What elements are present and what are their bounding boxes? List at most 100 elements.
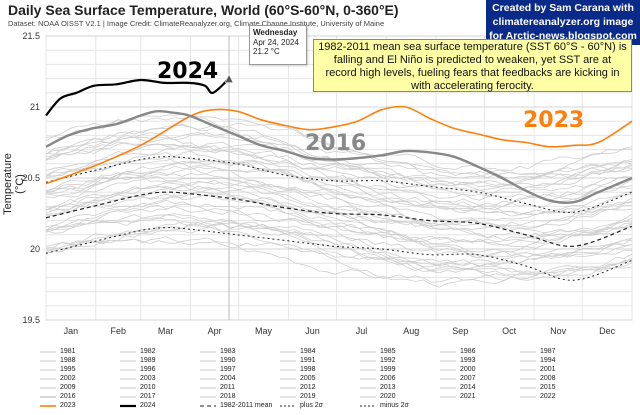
legend-swatch	[120, 351, 136, 353]
series-line-other-year	[45, 160, 633, 230]
legend-label: 2010	[140, 384, 156, 391]
legend-swatch	[440, 378, 456, 380]
legend-swatch	[360, 369, 376, 371]
series-line-2023	[45, 105, 633, 185]
annotation-note: 1982-2011 mean sea surface temperature (…	[313, 39, 632, 92]
legend-swatch	[200, 351, 216, 353]
legend-label: 1997	[220, 366, 236, 373]
series-line-other-year	[45, 237, 633, 276]
x-tick-label: Jun	[305, 326, 320, 336]
series-line-2024	[45, 77, 230, 117]
x-tick-label: Jan	[64, 326, 79, 336]
legend-swatch	[520, 387, 536, 389]
y-tick-label: 21.5	[22, 31, 40, 41]
label-2016: 2016	[305, 131, 367, 156]
legend-label: 2006	[380, 375, 396, 382]
legend-swatch	[200, 378, 216, 380]
series-line-other-year	[45, 166, 633, 226]
legend-label: 1982	[140, 348, 156, 355]
legend-label: 1981	[60, 348, 76, 355]
series-line-other-year	[45, 115, 633, 175]
legend-swatch	[120, 378, 136, 380]
legend-swatch	[40, 396, 56, 398]
tooltip-marker	[224, 74, 234, 83]
legend-swatch	[120, 396, 136, 398]
x-tick-label: Jul	[356, 326, 368, 336]
legend-label: 1988	[60, 357, 76, 364]
credit-line-1: Created by Sam Carana with	[492, 2, 634, 14]
series-line-other-year	[45, 113, 633, 179]
legend-swatch	[200, 396, 216, 398]
y-tick-label: 19.5	[22, 315, 40, 325]
legend-label: 1990	[220, 357, 236, 364]
legend-label: 2014	[460, 384, 476, 391]
legend-swatch	[520, 360, 536, 362]
legend-swatch	[200, 405, 216, 407]
legend-swatch	[360, 396, 376, 398]
series-line-other-year	[45, 132, 633, 199]
tooltip-weekday: Wednesday	[253, 28, 298, 37]
legend-swatch	[40, 369, 56, 371]
series-line-other-year	[45, 222, 633, 275]
legend-swatch	[200, 360, 216, 362]
legend-swatch	[440, 369, 456, 371]
legend-label: plus 2σ	[300, 402, 323, 409]
legend-swatch	[280, 369, 296, 371]
series-line-other-year	[45, 176, 633, 227]
legend-label: 2005	[300, 375, 316, 382]
legend-label: 1982-2011 mean	[220, 402, 273, 409]
legend-swatch	[360, 405, 376, 407]
legend-label: 2018	[220, 393, 236, 400]
legend-swatch	[280, 405, 296, 407]
legend-label: 1994	[540, 357, 556, 364]
series-line-2016	[45, 109, 633, 205]
legend-label: 2011	[220, 384, 236, 391]
series-line-other-year	[45, 122, 633, 178]
legend-swatch	[40, 387, 56, 389]
legend-label: 2009	[60, 384, 76, 391]
legend-swatch	[200, 369, 216, 371]
legend-swatch	[360, 360, 376, 362]
series-line-other-year	[45, 199, 633, 243]
legend-label: 2024	[140, 402, 156, 409]
legend-swatch	[280, 378, 296, 380]
legend-swatch	[280, 360, 296, 362]
legend-label: 2023	[60, 402, 76, 409]
legend-swatch	[520, 351, 536, 353]
legend-swatch	[200, 387, 216, 389]
series-line-other-year	[45, 236, 633, 288]
legend-label: 2019	[300, 393, 316, 400]
x-tick-label: May	[255, 326, 273, 336]
series-line-other-year	[45, 170, 633, 216]
legend-label: 1992	[380, 357, 396, 364]
credit-line-2: climatereanalyzer.org image	[492, 16, 634, 28]
x-tick-label: Oct	[502, 326, 517, 336]
x-tick-label: Apr	[208, 326, 222, 336]
legend-swatch	[360, 351, 376, 353]
x-tick-label: Dec	[599, 326, 616, 336]
series-line-other-year	[45, 220, 633, 281]
series-line-other-year	[45, 203, 633, 258]
x-tick-label: Aug	[403, 326, 419, 336]
series-line-other-year	[45, 181, 633, 234]
chart-title: Daily Sea Surface Temperature, World (60…	[8, 2, 399, 18]
legend-label: 2016	[60, 393, 76, 400]
data-tooltip: Wednesday Apr 24, 2024 21.2 °C	[249, 25, 307, 65]
legend-label: 1991	[300, 357, 316, 364]
legend-swatch	[360, 378, 376, 380]
legend-label: 1986	[460, 348, 476, 355]
legend-label: 2013	[380, 384, 396, 391]
chart-subtitle: Dataset: NOAA OISST V2.1 | Image Credit:…	[8, 19, 385, 28]
tooltip-value: 21.2 °C	[253, 47, 280, 56]
legend-swatch	[120, 369, 136, 371]
legend-label: 2012	[300, 384, 316, 391]
legend-label: 1999	[380, 366, 396, 373]
label-2023: 2023	[523, 108, 585, 133]
label-2024: 2024	[157, 59, 219, 84]
series-line-other-year	[45, 214, 633, 268]
series-line-other-year	[45, 204, 633, 268]
series-line-1982-2011-mean	[45, 191, 633, 247]
legend-label: 1998	[300, 366, 316, 373]
series-line-other-year	[45, 191, 633, 260]
legend-label: 1989	[140, 357, 156, 364]
